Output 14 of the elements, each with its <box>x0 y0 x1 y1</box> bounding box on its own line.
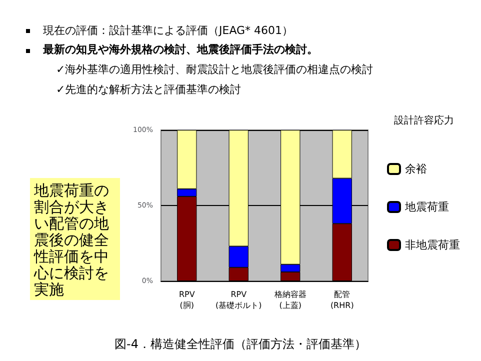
x-tick-label: 格納容器 (上蓋) <box>273 290 306 310</box>
text: 図-4．構造健全性評価（評価方法・評価基準） <box>114 337 366 351</box>
text: ✓海外基準の適用性検討、耐震設計と地震後評価の相違点の検討 <box>56 63 374 76</box>
x-tick-label: RPV (基礎ボルト) <box>216 290 262 310</box>
legend-label: 地震荷重 <box>404 200 449 214</box>
legend-label: 余裕 <box>405 162 427 176</box>
legend-label: 非地震荷重 <box>405 238 460 252</box>
x-tick-label: RPV (胴) <box>178 290 196 310</box>
text: 設計許容応力 <box>394 114 454 126</box>
text: 地震荷重の割合が大きい配管の地震後の健全性評価を中心に検討を実施 <box>33 181 109 298</box>
chart-subtitle: 最新の知見や海外規格の検討、地震後評価手法の検討。 <box>42 43 318 56</box>
x-tick-label: 配管 (RHR) <box>330 290 354 310</box>
text: ✓先進的な解析方法と評価基準の検討 <box>56 83 242 96</box>
chart-title: 現在の評価：設計基準による評価（JEAG* 4601） <box>43 24 294 37</box>
